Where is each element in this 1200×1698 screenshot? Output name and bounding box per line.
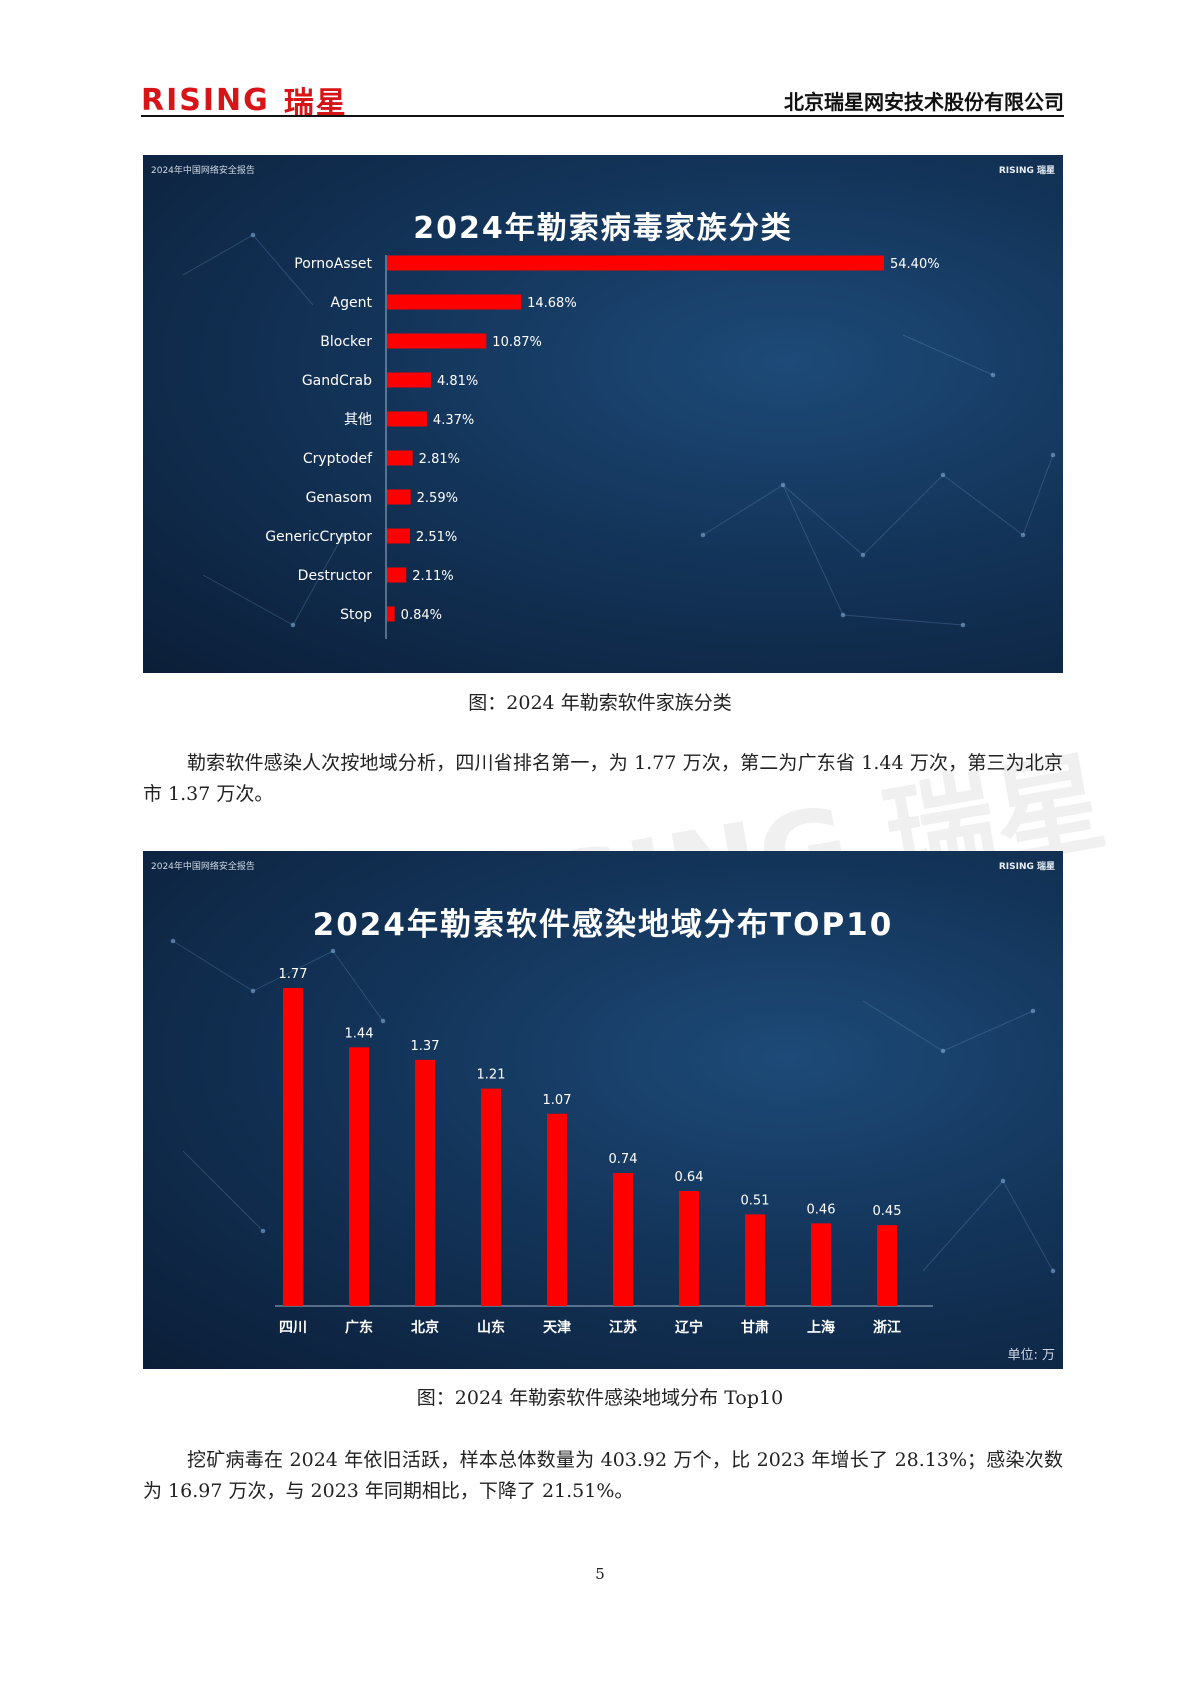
- bar: [387, 255, 884, 271]
- category-label: GenericCryptor: [265, 529, 372, 545]
- bar: [387, 294, 522, 310]
- data-label: 1.21: [477, 1068, 506, 1083]
- data-label: 2.11%: [412, 569, 453, 584]
- data-label: 54.40%: [890, 257, 940, 272]
- bar: [349, 1047, 369, 1306]
- category-label: Cryptodef: [303, 451, 373, 467]
- data-label: 0.45: [873, 1204, 902, 1219]
- logo-latin: RISING: [141, 82, 270, 118]
- bar: [387, 528, 410, 544]
- network-background: [170, 938, 1056, 1274]
- bar: [415, 1059, 435, 1306]
- category-label: Agent: [331, 295, 373, 311]
- data-label: 0.64: [675, 1170, 704, 1185]
- page-number: 5: [595, 1565, 605, 1583]
- unit-label: 单位: 万: [1007, 1348, 1055, 1363]
- bar: [387, 567, 407, 583]
- figure2-caption: 图：2024 年勒索软件感染地域分布 Top10: [416, 1387, 784, 1409]
- bar: [387, 606, 395, 622]
- category-label: 辽宁: [675, 1319, 703, 1336]
- family-chart-panel: 2024年中国网络安全报告 RISING 瑞星 2024年勒索病毒家族分类 Po…: [143, 155, 1063, 673]
- category-label: 浙江: [873, 1319, 901, 1336]
- data-label: 2.51%: [416, 530, 457, 545]
- bar: [811, 1223, 831, 1306]
- bar: [679, 1191, 699, 1306]
- bar: [387, 372, 431, 388]
- data-label: 1.07: [543, 1093, 572, 1108]
- category-label: GandCrab: [302, 373, 372, 389]
- category-label: 江苏: [609, 1319, 637, 1336]
- paragraph-2: 挖矿病毒在 2024 年依旧活跃，样本总体数量为 403.92 万个，比 202…: [143, 1449, 1063, 1502]
- bar: [387, 489, 411, 505]
- paragraph-1: 勒索软件感染人次按地域分析，四川省排名第一，为 1.77 万次，第二为广东省 1…: [143, 752, 1063, 805]
- panel-mini-title: 2024年中国网络安全报告: [151, 862, 255, 872]
- data-label: 1.77: [279, 967, 308, 982]
- panel-mini-title: 2024年中国网络安全报告: [151, 166, 255, 176]
- bar: [387, 450, 413, 466]
- category-label: PornoAsset: [294, 256, 372, 272]
- bar: [745, 1214, 765, 1306]
- bar: [481, 1088, 501, 1306]
- data-label: 0.51: [741, 1193, 770, 1208]
- bar: [387, 333, 487, 349]
- bar: [613, 1173, 633, 1306]
- panel-mini-brand: RISING 瑞星: [998, 862, 1055, 872]
- bar: [877, 1225, 897, 1306]
- category-label: Blocker: [320, 334, 372, 350]
- data-label: 2.81%: [419, 452, 460, 467]
- data-label: 1.44: [345, 1026, 374, 1041]
- data-label: 0.84%: [401, 608, 442, 623]
- panel-mini-brand: RISING 瑞星: [998, 166, 1055, 176]
- category-label: Genasom: [306, 490, 372, 506]
- data-label: 14.68%: [527, 296, 577, 311]
- category-label: 北京: [411, 1319, 439, 1336]
- chart-title: 2024年勒索软件感染地域分布TOP10: [312, 907, 894, 943]
- chart-title: 2024年勒索病毒家族分类: [413, 211, 793, 246]
- network-background: [182, 232, 1056, 628]
- data-label: 0.46: [807, 1202, 836, 1217]
- bar: [387, 411, 427, 427]
- data-label: 4.81%: [437, 374, 478, 389]
- data-label: 2.59%: [417, 491, 458, 506]
- data-label: 1.37: [411, 1039, 440, 1054]
- category-label: 其他: [344, 412, 372, 428]
- category-label: Stop: [340, 607, 372, 623]
- figure1-caption: 图：2024 年勒索软件家族分类: [468, 692, 732, 714]
- data-label: 10.87%: [492, 335, 542, 350]
- category-label: 上海: [807, 1319, 835, 1336]
- category-label: Destructor: [298, 568, 373, 584]
- company-name: 北京瑞星网安技术股份有限公司: [784, 90, 1064, 114]
- region-bar-chart: 1.77 四川 1.44 广东 1.37 北京 1.21 山东 1.07 天津 0.74 江苏 0.64…: [275, 967, 933, 1336]
- category-label: 四川: [279, 1320, 307, 1336]
- category-label: 广东: [345, 1319, 373, 1336]
- bar: [283, 988, 303, 1306]
- family-bar-chart: PornoAsset 54.40% Agent 14.68% Blocker 10.87%…: [265, 255, 940, 639]
- bar: [547, 1113, 567, 1306]
- header-divider: [141, 115, 1064, 117]
- region-chart-panel: 2024年中国网络安全报告 RISING 瑞星 2024年勒索软件感染地域分布T…: [143, 851, 1063, 1369]
- category-label: 天津: [543, 1319, 571, 1336]
- category-label: 山东: [477, 1319, 505, 1336]
- data-label: 4.37%: [433, 413, 474, 428]
- brand-logo: RISING 瑞星: [141, 82, 348, 122]
- category-label: 甘肃: [741, 1319, 769, 1336]
- data-label: 0.74: [609, 1152, 638, 1167]
